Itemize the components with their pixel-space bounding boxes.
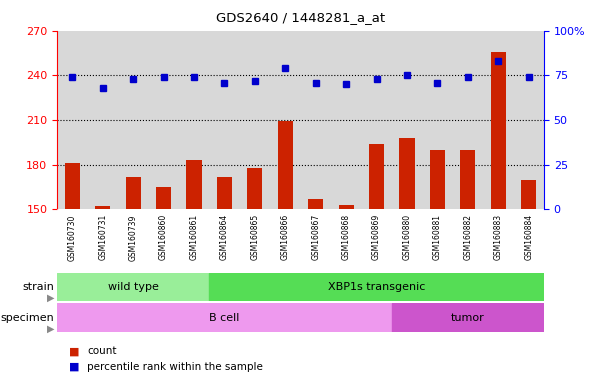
- Text: GSM160884: GSM160884: [524, 214, 533, 260]
- Bar: [400, 138, 415, 209]
- Text: GSM160730: GSM160730: [68, 214, 77, 261]
- Bar: [57, 303, 392, 332]
- Text: GSM160882: GSM160882: [463, 214, 472, 260]
- Text: GSM160868: GSM160868: [341, 214, 350, 260]
- Text: strain: strain: [22, 282, 54, 292]
- Text: ■: ■: [69, 362, 79, 372]
- Text: GSM160864: GSM160864: [220, 214, 229, 260]
- Bar: [186, 160, 201, 209]
- Text: GSM160869: GSM160869: [372, 214, 381, 260]
- Text: GDS2640 / 1448281_a_at: GDS2640 / 1448281_a_at: [216, 12, 385, 25]
- Text: ▶: ▶: [47, 293, 54, 303]
- Bar: [209, 273, 544, 301]
- Text: GSM160880: GSM160880: [403, 214, 412, 260]
- Bar: [217, 177, 232, 209]
- Text: GSM160860: GSM160860: [159, 214, 168, 260]
- Bar: [65, 163, 80, 209]
- Bar: [369, 144, 384, 209]
- Text: ▶: ▶: [47, 323, 54, 334]
- Text: GSM160865: GSM160865: [251, 214, 260, 260]
- Text: specimen: specimen: [1, 313, 54, 323]
- Bar: [392, 303, 544, 332]
- Bar: [430, 150, 445, 209]
- Text: percentile rank within the sample: percentile rank within the sample: [87, 362, 263, 372]
- Text: count: count: [87, 346, 117, 356]
- Bar: [490, 51, 506, 209]
- Text: GSM160731: GSM160731: [98, 214, 107, 260]
- Bar: [278, 121, 293, 209]
- Text: GSM160883: GSM160883: [494, 214, 503, 260]
- Bar: [338, 205, 354, 209]
- Bar: [95, 206, 111, 209]
- Text: B cell: B cell: [209, 313, 240, 323]
- Bar: [521, 180, 536, 209]
- Bar: [156, 187, 171, 209]
- Text: tumor: tumor: [451, 313, 485, 323]
- Text: ■: ■: [69, 346, 79, 356]
- Bar: [460, 150, 475, 209]
- Text: GSM160881: GSM160881: [433, 214, 442, 260]
- Bar: [126, 177, 141, 209]
- Text: wild type: wild type: [108, 282, 159, 292]
- Text: GSM160867: GSM160867: [311, 214, 320, 260]
- Text: GSM160866: GSM160866: [281, 214, 290, 260]
- Text: GSM160739: GSM160739: [129, 214, 138, 261]
- Bar: [308, 199, 323, 209]
- Text: GSM160861: GSM160861: [189, 214, 198, 260]
- Bar: [247, 168, 263, 209]
- Text: XBP1s transgenic: XBP1s transgenic: [328, 282, 426, 292]
- Bar: [57, 273, 209, 301]
